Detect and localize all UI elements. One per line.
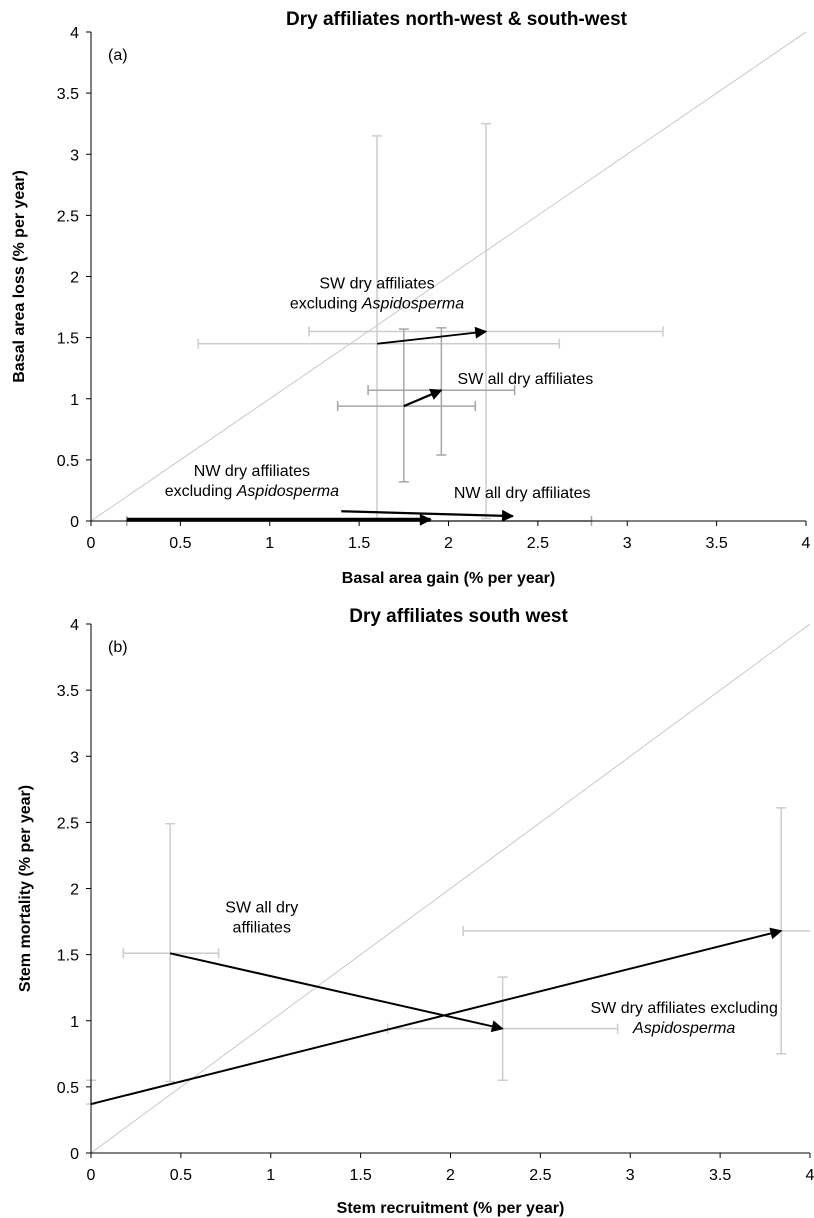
annotation-span: affiliates [233, 919, 291, 936]
annotation-span: NW all dry affiliates [454, 485, 591, 502]
x-tick-label: 1.5 [350, 1167, 372, 1184]
x-axis-title: Stem recruitment (% per year) [337, 1200, 565, 1217]
y-tick-label: 3.5 [57, 683, 79, 700]
x-tick-label: 1 [265, 535, 274, 552]
x-tick-label: 0 [87, 535, 96, 552]
x-tick-label: 0.5 [170, 1167, 192, 1184]
y-tick-label: 4 [70, 617, 79, 634]
annotation: NW dry affiliates [194, 463, 310, 480]
x-tick-label: 4 [806, 1167, 814, 1184]
y-tick-label: 1 [70, 392, 79, 409]
annotation-span: SW all dry [225, 899, 298, 916]
annotation: Aspidosperma [632, 1020, 735, 1037]
y-axis-title: Basal area loss (% per year) [11, 170, 28, 383]
x-tick-label: 3 [623, 535, 632, 552]
x-tick-label: 2.5 [527, 535, 549, 552]
y-tick-label: 1.5 [57, 948, 79, 965]
arrow [341, 509, 515, 522]
annotation: NW all dry affiliates [454, 485, 591, 502]
annotation-span: excluding [165, 483, 237, 500]
x-tick-label: 3 [626, 1167, 635, 1184]
panel-b: 0 0.5 1 1.5 2 2.5 3 3.5 4 0 0.5 1 1.5 2 2.5 3 3.5 4 SW all… [17, 606, 814, 1217]
annotation-span: Aspidosperma [236, 483, 339, 500]
annotation: SW dry affiliates excluding [591, 1000, 778, 1017]
y-tick-label: 0 [70, 1146, 79, 1163]
x-tick-label: 3.5 [706, 535, 728, 552]
x-tick-label: 2 [446, 1167, 455, 1184]
annotation: SW all dry affiliates [457, 371, 593, 388]
annotation-span: Aspidosperma [632, 1020, 735, 1037]
y-tick-label: 4 [70, 25, 79, 42]
annotation: excluding Aspidosperma [165, 483, 339, 500]
arrow [90, 927, 783, 1106]
y-tick-label: 3 [70, 147, 79, 164]
annotation: SW all dry [225, 899, 298, 916]
chart-title: Dry affiliates north-west & south-west [286, 9, 628, 30]
x-axis-title: Basal area gain (% per year) [342, 570, 555, 587]
x-tick-label: 0.5 [169, 535, 191, 552]
diagonal-line [90, 31, 807, 522]
y-axis-title: Stem mortality (% per year) [17, 785, 34, 992]
diagonal-line [90, 623, 811, 1154]
arrow [169, 952, 504, 1033]
x-tick-label: 1.5 [348, 535, 370, 552]
annotation-span: SW all dry affiliates [457, 371, 593, 388]
panel-label: (b) [108, 639, 128, 656]
panel-a: 0 0.5 1 1.5 2 2.5 3 3.5 4 0 0.5 1 1.5 2 2.5 3 3.5 4 SW dry… [11, 9, 811, 587]
x-tick-label: 3.5 [709, 1167, 731, 1184]
y-tick-label: 0 [70, 514, 79, 531]
x-tick-label: 0 [87, 1167, 96, 1184]
annotation-span: SW dry affiliates [319, 276, 434, 293]
annotation-span: NW dry affiliates [194, 463, 310, 480]
y-tick-label: 2 [70, 270, 79, 287]
x-tick-label: 2.5 [529, 1167, 551, 1184]
y-tick-label: 2.5 [57, 815, 79, 832]
chart-title: Dry affiliates south west [349, 606, 568, 627]
x-tick-label: 1 [266, 1167, 275, 1184]
annotation-span: SW dry affiliates excluding [591, 1000, 778, 1017]
y-tick-label: 1 [70, 1014, 79, 1031]
annotation: affiliates [233, 919, 291, 936]
arrow [403, 388, 443, 408]
y-tick-label: 0.5 [57, 453, 79, 470]
annotation: SW dry affiliates [319, 276, 434, 293]
arrow [376, 326, 488, 345]
panel-label: (a) [108, 47, 128, 64]
y-tick-label: 3.5 [57, 86, 79, 103]
y-tick-label: 1.5 [57, 331, 79, 348]
y-tick-label: 2 [70, 882, 79, 899]
x-tick-label: 4 [802, 535, 811, 552]
y-tick-label: 0.5 [57, 1080, 79, 1097]
x-tick-label: 2 [444, 535, 453, 552]
annotation: excluding Aspidosperma [290, 296, 464, 313]
y-tick-label: 3 [70, 749, 79, 766]
annotation-span: Aspidosperma [361, 296, 464, 313]
annotation-span: excluding [290, 296, 362, 313]
y-tick-label: 2.5 [57, 208, 79, 225]
